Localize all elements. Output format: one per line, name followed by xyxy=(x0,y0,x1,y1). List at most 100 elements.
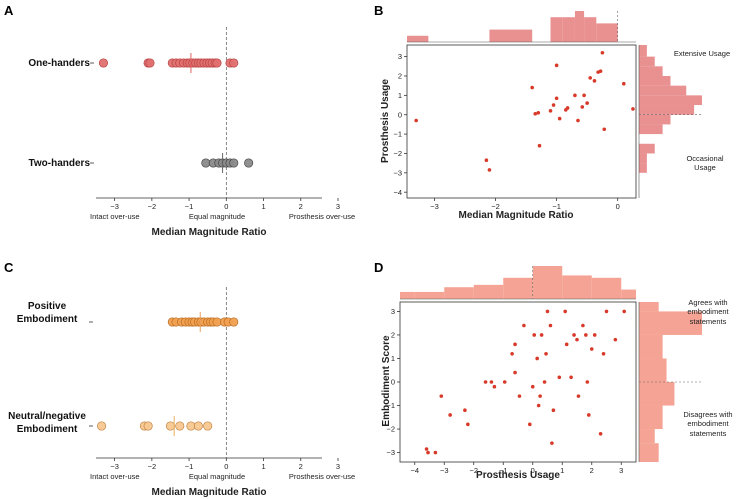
x-tick-label: −2 xyxy=(491,202,500,211)
data-point xyxy=(580,105,585,109)
annotation-agrees: Agrees with embodiment statements xyxy=(687,298,728,326)
x-tick-label: −2 xyxy=(148,462,157,471)
data-point xyxy=(538,394,542,398)
x-tick-label: −3 xyxy=(110,202,119,211)
x-tick-label: −2 xyxy=(148,202,157,211)
y-tick-label: 3 xyxy=(398,52,402,61)
side-histogram-bar xyxy=(639,56,655,67)
data-point xyxy=(539,333,544,337)
panel-letter-c: C xyxy=(4,260,14,275)
data-point xyxy=(536,403,541,408)
side-histogram-bar xyxy=(639,45,647,57)
side-histogram xyxy=(638,45,702,198)
side-histogram-bar xyxy=(639,153,647,164)
side-histogram-bar xyxy=(639,334,663,359)
x-tick-label: 0 xyxy=(224,202,228,211)
top-histogram-bar xyxy=(400,291,415,299)
data-point xyxy=(592,79,597,83)
y-axis-label: Prosthesis Usage xyxy=(380,79,391,163)
top-histogram-bar xyxy=(489,29,533,42)
top-histogram-bar xyxy=(621,289,636,299)
data-point xyxy=(448,413,452,417)
top-histogram-bar xyxy=(414,291,445,299)
panel-d: −4 −3 −2 −1 0 1 2 3 −3 −2 −1 0 1 2 3 Prosthesis Usage… xyxy=(381,266,733,481)
data-point xyxy=(145,58,155,68)
x-tick-label: 1 xyxy=(560,466,564,475)
data-point xyxy=(563,309,567,314)
side-histogram-bar xyxy=(639,66,663,76)
y-tick-label: −2 xyxy=(386,425,395,434)
x-tick-label: 1 xyxy=(261,462,265,471)
data-point xyxy=(97,421,107,431)
data-point xyxy=(584,333,588,337)
x-tick-label: −2 xyxy=(469,466,478,475)
data-point xyxy=(466,422,470,427)
data-point xyxy=(229,158,239,168)
data-point xyxy=(487,168,492,172)
data-point xyxy=(600,50,605,55)
y-tick-label: 2 xyxy=(391,331,395,340)
data-point xyxy=(530,384,535,389)
top-histogram xyxy=(400,266,636,300)
data-point xyxy=(537,143,542,148)
data-point xyxy=(587,413,591,417)
annotation-equal: Equal magnitude xyxy=(189,472,245,481)
data-point xyxy=(585,380,590,384)
x-tick-label: −3 xyxy=(430,202,439,211)
data-point xyxy=(564,342,569,347)
data-point xyxy=(565,106,570,110)
data-point xyxy=(424,447,429,451)
plot-frame xyxy=(406,44,637,199)
plot-frame xyxy=(399,301,637,463)
x-tick-label: −3 xyxy=(440,466,449,475)
top-histogram-bar xyxy=(407,35,429,42)
panel-letter-d: D xyxy=(374,260,383,275)
y-ticks: −3 −2 −1 0 1 2 3 xyxy=(386,307,400,457)
data-point xyxy=(536,110,541,115)
x-ticks: −3 −2 −1 0 xyxy=(430,198,620,211)
panel-letter-b: B xyxy=(374,3,383,18)
data-point xyxy=(550,441,554,445)
data-point xyxy=(585,101,589,105)
y-tick-label: 1 xyxy=(398,91,402,100)
y-tick-label: −1 xyxy=(386,401,395,410)
data-point xyxy=(530,85,534,90)
data-point xyxy=(576,118,580,123)
data-point xyxy=(414,118,418,123)
annotation-equal: Equal magnitude xyxy=(189,212,245,221)
top-histogram-bar xyxy=(562,17,575,42)
x-ticks: −3 −2 −1 0 1 2 3 xyxy=(110,198,340,211)
x-tick-label: 3 xyxy=(619,466,623,475)
side-histogram xyxy=(638,302,702,462)
data-point xyxy=(572,333,576,337)
dot-plot-marks xyxy=(97,287,239,458)
data-point xyxy=(532,333,537,337)
y-tick-label: 3 xyxy=(391,307,395,316)
x-tick-label: −1 xyxy=(185,202,194,211)
side-histogram-bar xyxy=(639,124,663,135)
data-point xyxy=(502,380,507,384)
side-histogram-bar xyxy=(639,382,675,406)
data-point xyxy=(229,317,239,327)
top-histogram-bar xyxy=(591,277,622,299)
data-point xyxy=(582,93,586,98)
data-point xyxy=(98,58,108,68)
x-tick-label: −1 xyxy=(552,202,561,211)
data-point xyxy=(528,422,532,427)
top-histogram-bar xyxy=(574,11,585,42)
annotation-intact: Intact over-use xyxy=(90,472,140,481)
x-tick-label: 2 xyxy=(590,466,594,475)
y-tick-label: −4 xyxy=(393,188,402,197)
top-histogram-bar xyxy=(584,17,597,42)
y-tick-label: 0 xyxy=(398,110,402,119)
data-point xyxy=(175,421,185,431)
annotation-extensive: Extensive Usage xyxy=(674,49,730,58)
top-histogram-bar xyxy=(562,275,592,299)
x-tick-label: −4 xyxy=(410,466,419,475)
data-point xyxy=(592,333,597,337)
y-tick-label: 0 xyxy=(391,378,395,387)
data-point xyxy=(589,347,594,351)
data-point xyxy=(510,351,514,356)
x-axis-label: Median Magnitude Ratio xyxy=(459,210,574,221)
side-histogram-bar xyxy=(639,405,663,430)
